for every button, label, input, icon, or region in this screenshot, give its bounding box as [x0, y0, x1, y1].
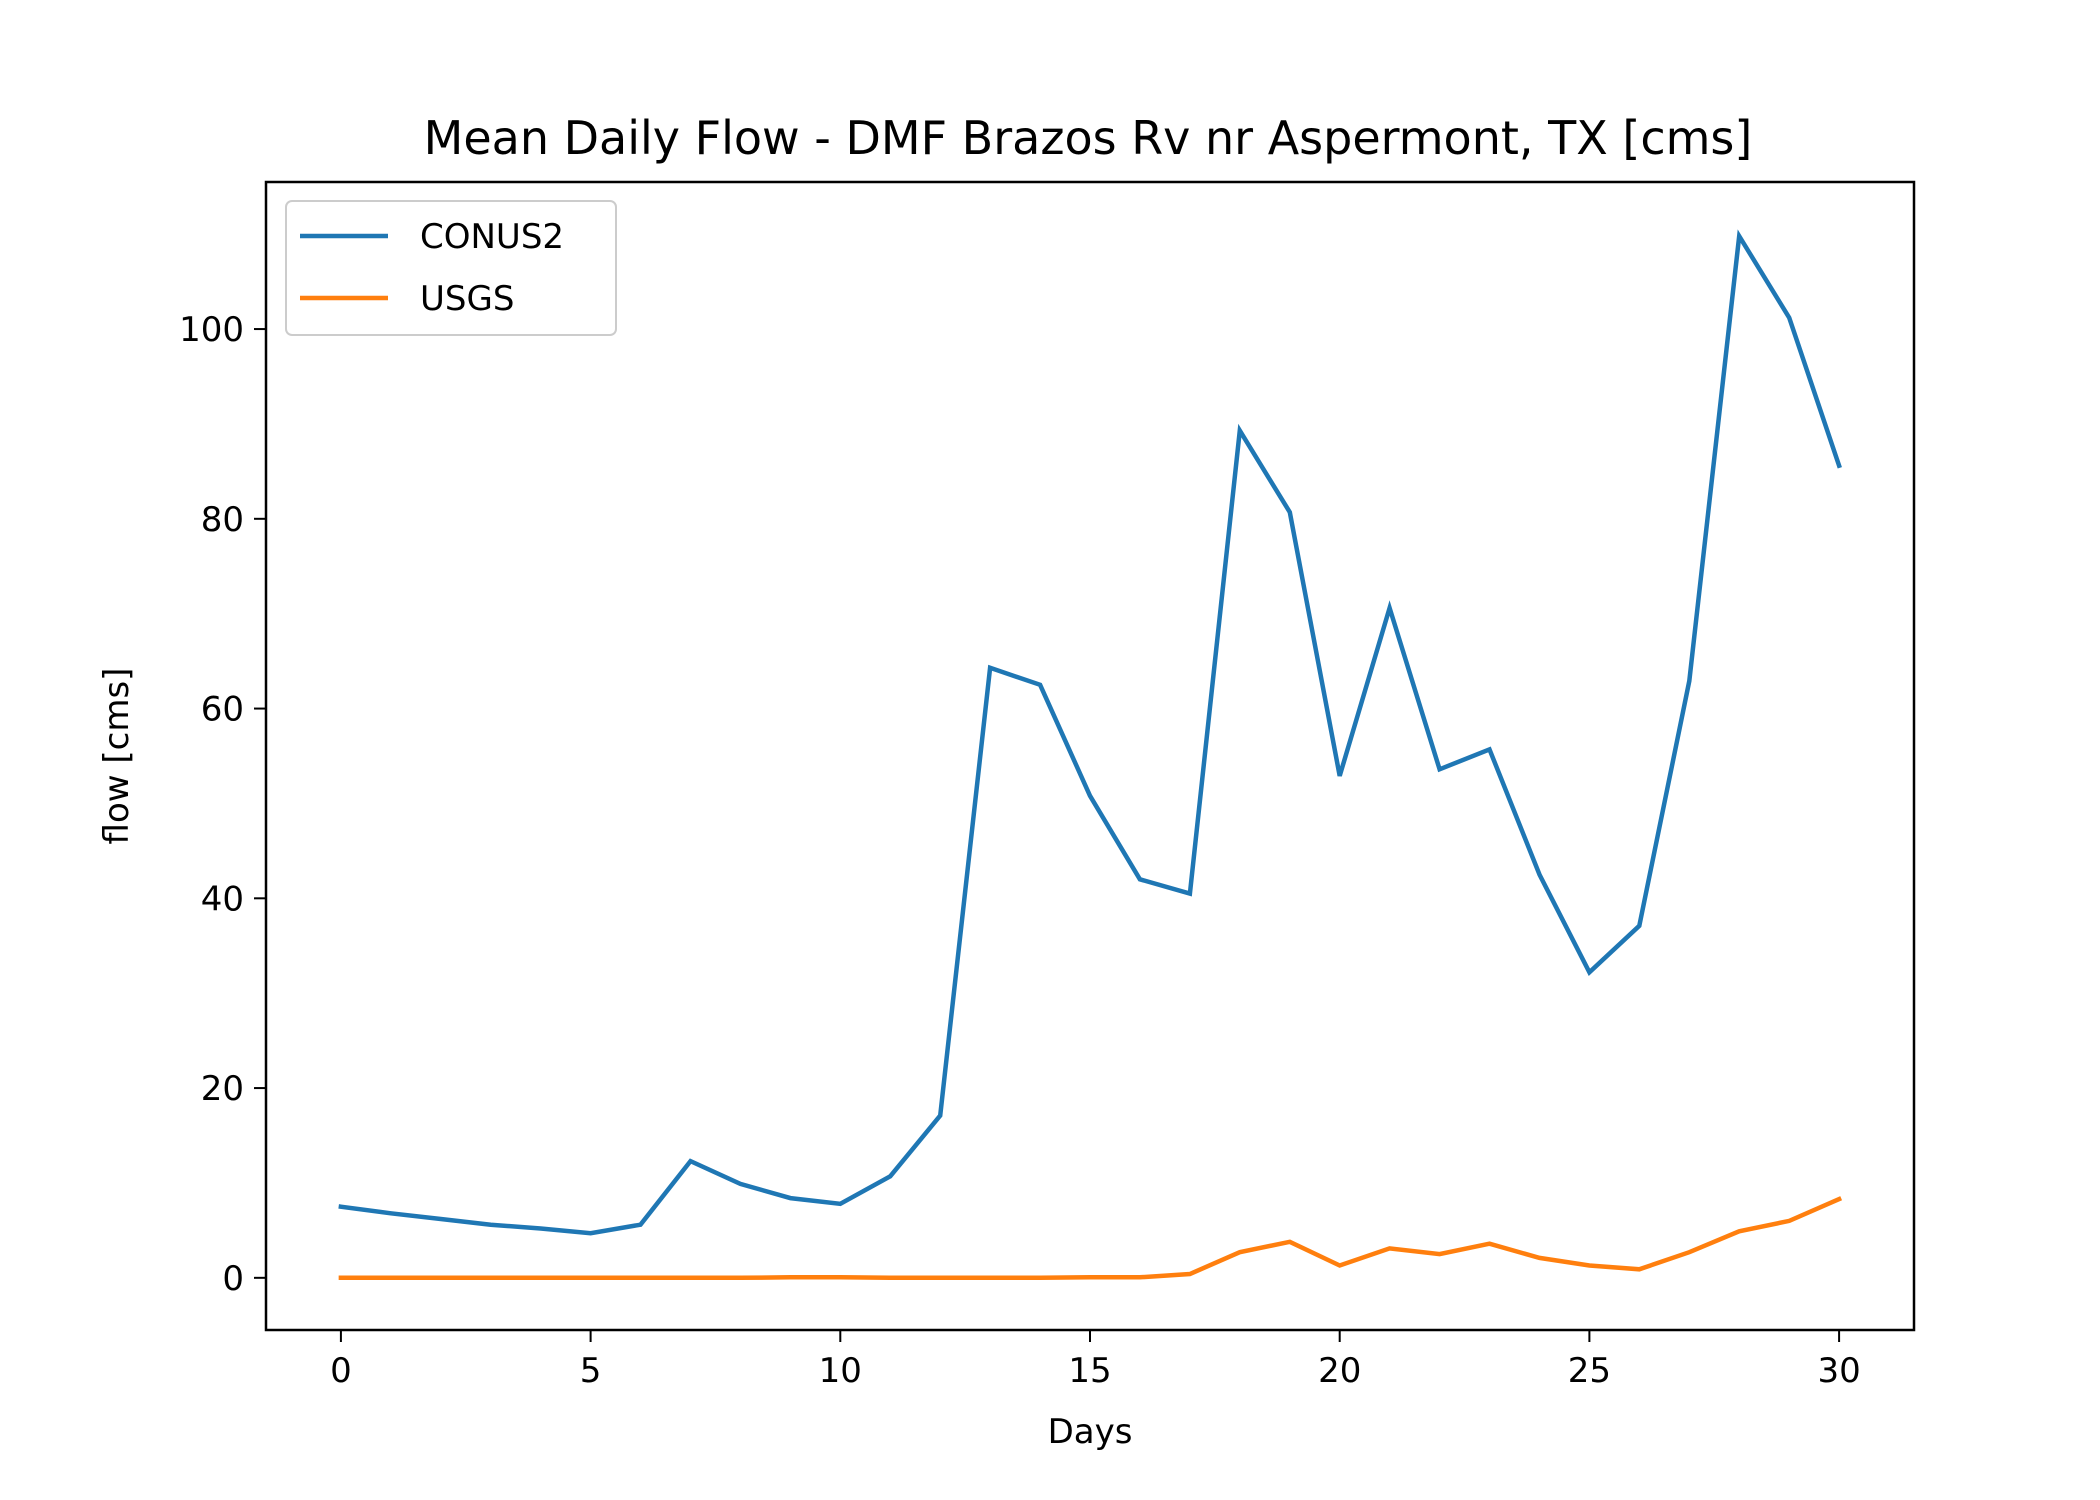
series-line-usgs	[338, 1196, 1843, 1281]
data-point-usgs	[1187, 1271, 1193, 1277]
x-tick-label: 10	[819, 1351, 862, 1391]
y-tick-label: 100	[179, 310, 244, 350]
data-point-conus2	[538, 1226, 544, 1232]
x-tick-label: 20	[1318, 1351, 1361, 1391]
data-point-usgs	[438, 1275, 444, 1281]
data-point-usgs	[1387, 1245, 1393, 1251]
data-point-conus2	[1287, 509, 1293, 515]
legend-label: USGS	[420, 279, 514, 319]
data-point-usgs	[1636, 1266, 1642, 1272]
data-point-conus2	[488, 1222, 494, 1228]
data-point-conus2	[787, 1195, 793, 1201]
x-tick-label: 30	[1817, 1351, 1860, 1391]
x-axis: 0 5 10 15 20 25 30	[330, 1330, 1861, 1391]
data-point-conus2	[1137, 876, 1143, 882]
legend-label: CONUS2	[420, 217, 564, 257]
y-axis: 0 20 40 60 80 100	[179, 310, 266, 1299]
data-point-usgs	[588, 1275, 594, 1281]
data-point-conus2	[1786, 315, 1792, 321]
x-tick-label: 5	[580, 1351, 602, 1391]
data-point-usgs	[1287, 1239, 1293, 1245]
data-point-conus2	[1836, 463, 1842, 469]
data-point-conus2	[1187, 891, 1193, 897]
data-point-conus2	[737, 1181, 743, 1187]
data-point-usgs	[538, 1275, 544, 1281]
data-point-usgs	[688, 1275, 694, 1281]
data-point-usgs	[1487, 1241, 1493, 1247]
y-tick-label: 0	[222, 1259, 244, 1299]
legend-item-conus2: CONUS2	[300, 217, 564, 257]
data-point-usgs	[1537, 1255, 1543, 1261]
data-point-conus2	[937, 1113, 943, 1119]
data-point-usgs	[338, 1275, 344, 1281]
data-point-conus2	[438, 1216, 444, 1222]
data-point-conus2	[987, 665, 993, 671]
data-point-usgs	[1686, 1249, 1692, 1255]
series-line-conus2	[338, 229, 1842, 1236]
data-point-conus2	[1736, 233, 1742, 239]
data-point-usgs	[488, 1275, 494, 1281]
data-point-usgs	[1736, 1228, 1742, 1234]
data-point-conus2	[1437, 766, 1443, 772]
legend-item-usgs: USGS	[300, 279, 514, 319]
data-point-usgs	[887, 1275, 893, 1281]
data-point-usgs	[837, 1274, 843, 1280]
y-tick-label: 40	[201, 879, 244, 919]
data-point-usgs	[1786, 1218, 1792, 1224]
data-point-usgs	[1037, 1275, 1043, 1281]
data-point-conus2	[388, 1210, 394, 1216]
data-point-usgs	[1087, 1274, 1093, 1280]
data-point-usgs	[787, 1274, 793, 1280]
data-point-usgs	[388, 1275, 394, 1281]
data-point-conus2	[1037, 682, 1043, 688]
y-tick-label: 20	[201, 1069, 244, 1109]
data-point-usgs	[937, 1275, 943, 1281]
data-point-usgs	[1237, 1249, 1243, 1255]
x-tick-label: 15	[1068, 1351, 1111, 1391]
data-point-conus2	[588, 1230, 594, 1236]
data-point-conus2	[1387, 605, 1393, 611]
data-point-usgs	[1137, 1274, 1143, 1280]
legend: CONUS2 USGS	[285, 200, 617, 336]
y-tick-label: 60	[201, 690, 244, 730]
data-point-usgs	[1836, 1196, 1842, 1202]
data-point-conus2	[1237, 428, 1243, 434]
data-point-conus2	[1337, 773, 1343, 779]
data-point-usgs	[1337, 1263, 1343, 1269]
data-point-conus2	[837, 1201, 843, 1207]
x-axis-label: Days	[1048, 1412, 1133, 1452]
data-point-conus2	[1586, 969, 1592, 975]
y-tick-label: 80	[201, 500, 244, 540]
data-point-conus2	[638, 1222, 644, 1228]
data-point-conus2	[1087, 793, 1093, 799]
x-tick-label: 0	[330, 1351, 352, 1391]
x-tick-label: 25	[1568, 1351, 1611, 1391]
series-layer	[338, 229, 1843, 1281]
data-point-usgs	[638, 1275, 644, 1281]
data-point-conus2	[688, 1158, 694, 1164]
chart-title: Mean Daily Flow - DMF Brazos Rv nr Asper…	[424, 111, 1753, 165]
legend-items: CONUS2 USGS	[300, 217, 564, 319]
data-point-conus2	[887, 1173, 893, 1179]
data-point-conus2	[1487, 746, 1493, 752]
data-point-conus2	[1537, 872, 1543, 878]
data-point-conus2	[338, 1204, 344, 1210]
data-point-conus2	[1636, 923, 1642, 929]
data-point-usgs	[1437, 1251, 1443, 1257]
y-axis-label: flow [cms]	[97, 668, 137, 845]
data-point-usgs	[1586, 1263, 1592, 1269]
data-point-usgs	[737, 1275, 743, 1281]
data-point-usgs	[987, 1275, 993, 1281]
data-point-conus2	[1686, 678, 1692, 684]
